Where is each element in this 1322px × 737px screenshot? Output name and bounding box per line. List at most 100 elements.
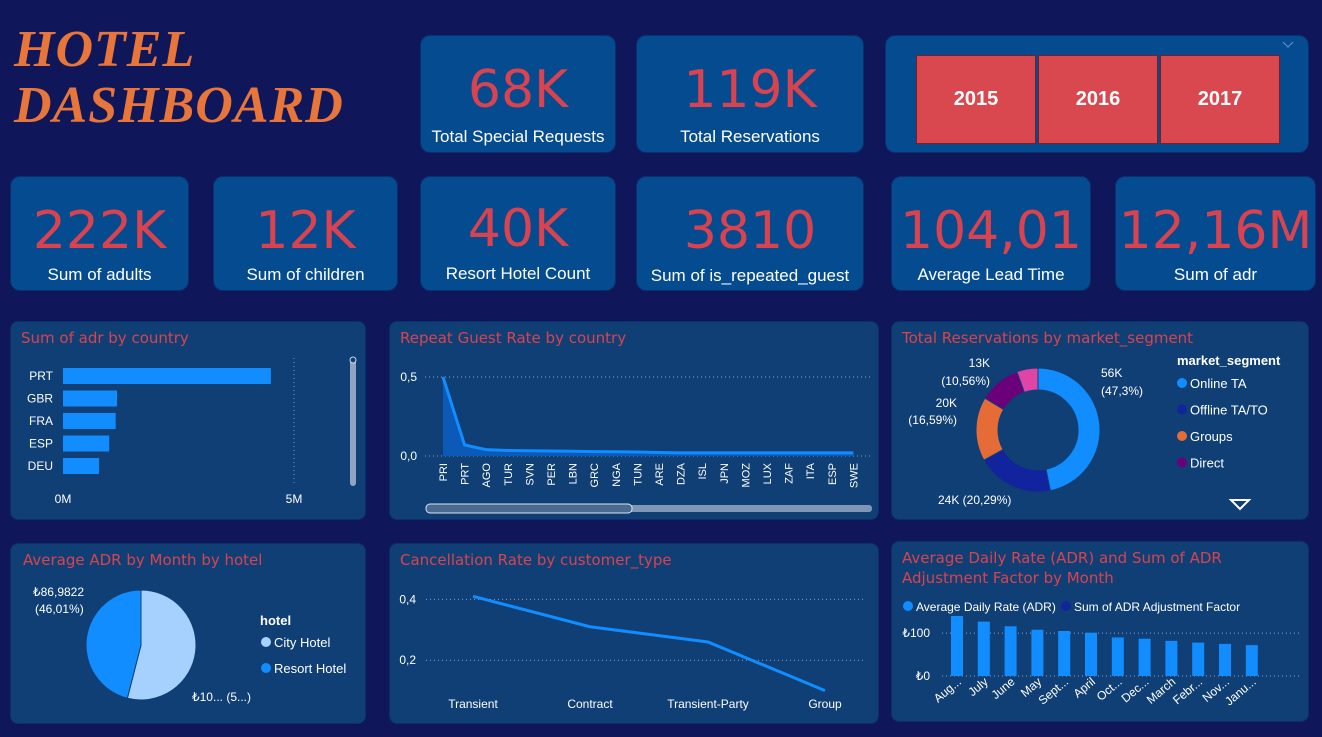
chart-title: Average Daily Rate (ADR) and Sum of ADR … [902, 548, 1222, 588]
bar[interactable] [951, 616, 963, 676]
dashboard-title: HOTEL DASHBOARD [14, 22, 344, 134]
legend-marker [261, 663, 271, 673]
bar[interactable] [1031, 629, 1044, 676]
kpi-value: 104,01 [900, 201, 1082, 261]
x-tick-label: ZAF [784, 463, 796, 484]
legend-item[interactable]: Resort Hotel [274, 661, 346, 676]
kpi-card-sum-of-adr: 12,16M Sum of adr [1115, 176, 1316, 291]
y-tick-label: 0,4 [399, 592, 416, 606]
bar[interactable] [1245, 645, 1258, 676]
chart-title: Average ADR by Month by hotel [23, 551, 263, 569]
x-tick-label: April [1071, 675, 1098, 701]
x-tick-label: ISL [697, 463, 709, 480]
legend-marker [1177, 457, 1187, 468]
bar[interactable] [1111, 637, 1124, 676]
dashboard-title-line2: DASHBOARD [14, 77, 344, 134]
legend-scroll-down-icon[interactable] [1228, 499, 1252, 511]
kpi-label: Resort Hotel Count [445, 264, 591, 283]
x-tick-label: JPN [719, 463, 731, 484]
y-tick-label: FRA [29, 414, 53, 428]
x-tick-label: GRC [589, 463, 601, 488]
chart-title-line2: Adjustment Factor by Month [902, 569, 1114, 587]
kpi-card-adults: 222K Sum of adults [10, 176, 189, 291]
bar[interactable] [977, 621, 990, 676]
donut-slice[interactable] [983, 448, 1051, 493]
scrollbar[interactable] [350, 358, 356, 486]
scroll-handle-icon[interactable] [349, 356, 357, 364]
kpi-card-resort-hotel-count: 40K Resort Hotel Count [420, 176, 616, 291]
kpi-label: Average Lead Time [917, 265, 1065, 284]
bar[interactable] [63, 413, 116, 429]
x-tick-label: June [989, 674, 1018, 702]
bar[interactable] [63, 435, 110, 452]
bar[interactable] [1085, 632, 1097, 676]
x-tick-label: Aug... [931, 675, 964, 706]
series-line[interactable] [441, 376, 854, 455]
legend-item[interactable]: Average Daily Rate (ADR) [916, 600, 1056, 614]
data-label: (16,59%) [908, 413, 957, 427]
bar[interactable] [1165, 640, 1178, 676]
kpi-card-average-lead-time: 104,01 Average Lead Time [891, 176, 1091, 291]
x-tick-label: TUN [632, 463, 644, 486]
x-tick-label: LBN [568, 463, 580, 484]
data-label: (10,56%) [941, 374, 990, 388]
legend-item[interactable]: Groups [1190, 429, 1233, 444]
x-tick-label: LUX [762, 462, 774, 484]
x-tick-label: Febr... [1170, 675, 1205, 708]
donut-slice[interactable] [1037, 367, 1101, 492]
pie-slice[interactable] [85, 589, 142, 699]
bar[interactable] [63, 368, 271, 384]
x-tick-label: Group [808, 697, 842, 711]
year-button-2017[interactable]: 2017 [1160, 55, 1280, 144]
y-tick-label: ₺0 [916, 669, 931, 683]
data-label: (47,3%) [1101, 384, 1143, 398]
legend-item[interactable]: Offline TA/TO [1190, 403, 1268, 418]
kpi-card-special-requests: 68K Total Special Requests [420, 35, 616, 153]
y-tick-label: PRT [29, 369, 53, 383]
x-tick-label: 5M [286, 492, 303, 506]
y-tick-label: 0,5 [400, 370, 417, 384]
bar[interactable] [63, 390, 118, 407]
bar[interactable] [1192, 642, 1205, 676]
legend-marker [1177, 378, 1187, 388]
bar[interactable] [1138, 638, 1151, 676]
chart-title: Total Reservations by market_segment [902, 329, 1194, 347]
legend-item[interactable]: Online TA [1190, 376, 1247, 391]
bar[interactable] [1219, 643, 1231, 676]
market-segment-donut-chart: 56K (47,3%) 24K (20,29%) 20K (16,59%) 13K (10,… [908, 353, 1281, 511]
bar[interactable] [1058, 631, 1071, 676]
kpi-card-repeated-guest: 3810 Sum of is_repeated_guest [636, 176, 864, 291]
donut-slice[interactable] [1016, 367, 1039, 394]
chart-panel-cancellation-rate: Cancellation Rate by customer_type 0,4 0,… [389, 543, 879, 724]
data-label: 24K (20,29%) [938, 493, 1011, 507]
x-tick-label: PRI [438, 463, 450, 481]
kpi-value: 40K [467, 199, 569, 259]
bar[interactable] [1004, 626, 1017, 676]
x-tick-label: 0M [55, 492, 72, 506]
legend-item[interactable]: Direct [1190, 456, 1224, 471]
kpi-value: 12K [255, 201, 356, 261]
x-tick-label: Sept... [1036, 675, 1072, 708]
series-line[interactable] [472, 594, 826, 692]
y-tick-label: DEU [28, 459, 53, 473]
legend-title: market_segment [1177, 353, 1281, 368]
x-tick-label: Oct... [1094, 675, 1125, 704]
x-tick-label: MOZ [740, 463, 752, 488]
legend-item[interactable]: City Hotel [274, 635, 330, 650]
kpi-card-total-reservations: 119K Total Reservations [636, 35, 864, 153]
x-tick-label: March [1144, 675, 1179, 707]
data-label: 20K [936, 396, 957, 410]
legend-item[interactable]: Sum of ADR Adjustment Factor [1074, 600, 1240, 614]
legend-marker [1061, 601, 1071, 611]
dashboard-title-line1: HOTEL [14, 21, 196, 78]
chevron-down-icon[interactable] [1282, 41, 1294, 49]
legend-title: hotel [260, 613, 291, 628]
scrollbar-thumb[interactable] [425, 503, 633, 514]
kpi-value: 3810 [683, 201, 817, 261]
data-label: 13K [969, 356, 990, 370]
year-button-2015[interactable]: 2015 [916, 55, 1036, 144]
bar[interactable] [63, 458, 100, 474]
year-button-2016[interactable]: 2016 [1038, 55, 1158, 144]
x-tick-label: Janu... [1222, 675, 1259, 709]
pie-slice[interactable] [126, 589, 197, 701]
